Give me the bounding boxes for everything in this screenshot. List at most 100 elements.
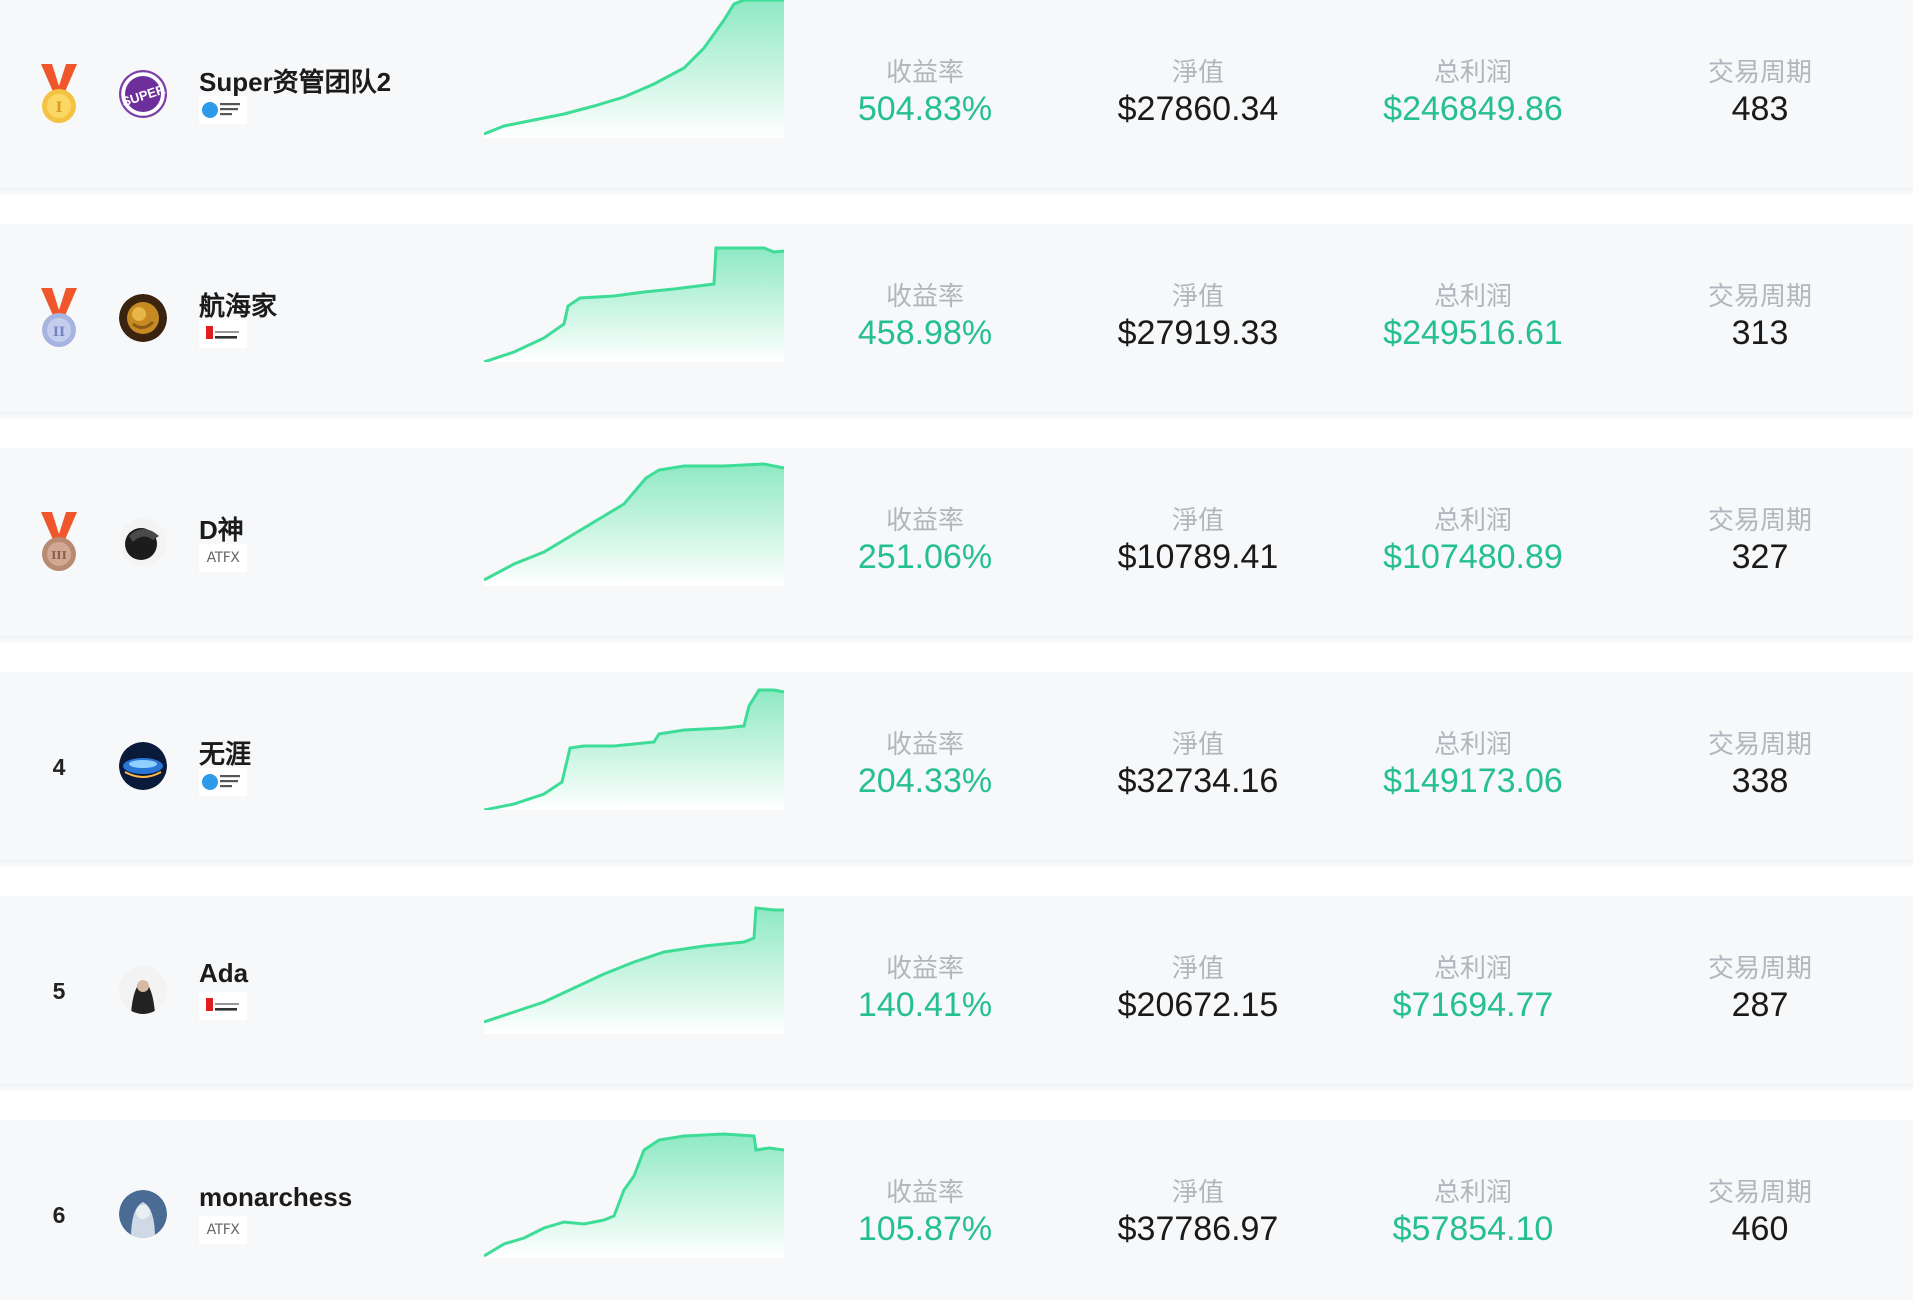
net-value-value: $32734.16	[1117, 762, 1279, 800]
trade-period-label: 交易周期	[1707, 729, 1812, 759]
total-profit-value: $71694.77	[1392, 986, 1554, 1024]
broker-name	[199, 320, 247, 348]
return-rate-value: 105.87%	[857, 1210, 993, 1248]
leaderboard-row-6[interactable]: 6 monarchess ATFX 收益率 105.87%	[0, 1120, 1913, 1300]
trader-name[interactable]: Ada	[199, 958, 249, 988]
total-profit-label: 总利润	[1433, 505, 1512, 535]
trade-period: 交易周期 460	[1630, 1177, 1890, 1249]
return-rate-label: 收益率	[885, 281, 964, 311]
total-profit-value: $57854.10	[1392, 1210, 1554, 1248]
net-value-value: $27919.33	[1117, 314, 1279, 352]
trade-period-value: 483	[1731, 90, 1789, 128]
total-profit: 总利润 $107480.89	[1343, 505, 1603, 577]
avatar[interactable]: SUPER	[119, 70, 167, 118]
return-rate: 收益率 140.41%	[795, 953, 1055, 1025]
trader-name[interactable]: 无涯	[199, 739, 252, 769]
total-profit: 总利润 $149173.06	[1343, 729, 1603, 801]
broker-name	[199, 992, 247, 1020]
broker-name	[199, 96, 247, 124]
medal-numeral: I	[56, 100, 63, 116]
total-profit-value: $149173.06	[1383, 762, 1563, 800]
trade-period: 交易周期 483	[1630, 57, 1890, 129]
return-rate-value: 251.06%	[857, 538, 993, 576]
trade-period-value: 287	[1731, 986, 1789, 1024]
return-rate: 收益率 458.98%	[795, 281, 1055, 353]
return-rate-label: 收益率	[885, 1177, 964, 1207]
rank-number: 4	[52, 754, 66, 780]
broker-logo	[199, 320, 247, 348]
trader-name[interactable]: D神	[199, 515, 244, 545]
net-value: 淨值 $32734.16	[1068, 729, 1328, 801]
return-rate: 收益率 105.87%	[795, 1177, 1055, 1249]
trade-period-label: 交易周期	[1707, 57, 1812, 87]
net-value: 淨值 $27860.34	[1068, 57, 1328, 129]
total-profit: 总利润 $57854.10	[1343, 1177, 1603, 1249]
broker-logo	[199, 96, 247, 124]
trader-name[interactable]: 航海家	[199, 291, 278, 321]
leaderboard-row-5[interactable]: 5 Ada 收益率	[0, 896, 1913, 1092]
return-rate-label: 收益率	[885, 953, 964, 983]
return-rate-label: 收益率	[885, 505, 964, 535]
leaderboard-row-4[interactable]: 4 无涯	[0, 672, 1913, 868]
medal-numeral: III	[51, 549, 66, 562]
return-rate: 收益率 251.06%	[795, 505, 1055, 577]
broker-logo: ATFX	[199, 1216, 247, 1244]
total-profit-value: $246849.86	[1383, 90, 1563, 128]
total-profit: 总利润 $249516.61	[1343, 281, 1603, 353]
total-profit: 总利润 $71694.77	[1343, 953, 1603, 1025]
return-rate-label: 收益率	[885, 729, 964, 759]
avatar[interactable]	[119, 966, 167, 1014]
trade-period-label: 交易周期	[1707, 281, 1812, 311]
leaderboard-row-1[interactable]: I SUPER Super资管团队2	[0, 0, 1913, 196]
global-markets-index-icon	[202, 102, 240, 118]
trade-period-value: 327	[1731, 538, 1789, 576]
total-profit-label: 总利润	[1433, 281, 1512, 311]
trade-period-value: 313	[1731, 314, 1789, 352]
avatar[interactable]	[119, 294, 167, 342]
broker-name: ATFX	[206, 550, 240, 566]
trade-period-label: 交易周期	[1707, 1177, 1812, 1207]
leaderboard-row-2[interactable]: II 航海家	[0, 224, 1913, 420]
return-rate-value: 140.41%	[857, 986, 993, 1024]
return-rate-value: 204.33%	[857, 762, 993, 800]
equity-sparkline	[484, 246, 784, 362]
rank-number: 5	[52, 978, 66, 1004]
net-value: 淨值 $27919.33	[1068, 281, 1328, 353]
trader-name[interactable]: monarchess	[199, 1182, 353, 1212]
trade-period: 交易周期 338	[1630, 729, 1890, 801]
broker-logo: ATFX	[199, 544, 247, 572]
net-value-label: 淨值	[1171, 505, 1224, 535]
equity-sparkline	[484, 1132, 784, 1258]
trade-period-label: 交易周期	[1707, 953, 1812, 983]
broker-logo	[199, 768, 247, 796]
total-profit: 总利润 $246849.86	[1343, 57, 1603, 129]
equity-sparkline	[484, 688, 784, 810]
net-value-label: 淨值	[1171, 953, 1224, 983]
avatar[interactable]	[119, 518, 167, 566]
net-value-value: $10789.41	[1117, 538, 1279, 576]
avatar[interactable]	[119, 1190, 167, 1238]
net-value: 淨值 $37786.97	[1068, 1177, 1328, 1249]
silver-medal-icon: II	[41, 288, 77, 347]
total-profit-value: $107480.89	[1383, 538, 1563, 576]
trader-name[interactable]: Super资管团队2	[199, 67, 392, 97]
return-rate-label: 收益率	[885, 57, 964, 87]
equity-sparkline	[484, 906, 784, 1034]
avatar[interactable]	[119, 742, 167, 790]
return-rate: 收益率 504.83%	[795, 57, 1055, 129]
broker-name	[199, 768, 247, 796]
total-profit-label: 总利润	[1433, 729, 1512, 759]
bronze-medal-icon: III	[41, 512, 77, 571]
total-profit-label: 总利润	[1433, 57, 1512, 87]
doo-prime-icon	[206, 998, 239, 1011]
equity-sparkline	[484, 462, 784, 586]
trade-period-label: 交易周期	[1707, 505, 1812, 535]
net-value-value: $20672.15	[1117, 986, 1279, 1024]
leaderboard-row-3[interactable]: III D神 ATFX 收益率 251.06%	[0, 448, 1913, 644]
net-value-value: $27860.34	[1117, 90, 1279, 128]
equity-sparkline	[484, 0, 784, 138]
trade-period-value: 460	[1731, 1210, 1789, 1248]
trade-period: 交易周期 313	[1630, 281, 1890, 353]
return-rate-value: 458.98%	[857, 314, 993, 352]
return-rate-value: 504.83%	[857, 90, 993, 128]
